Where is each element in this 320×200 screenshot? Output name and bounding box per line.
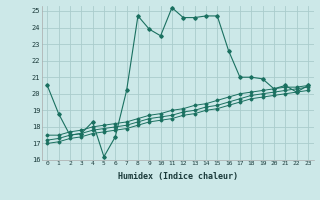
X-axis label: Humidex (Indice chaleur): Humidex (Indice chaleur) [118, 172, 237, 181]
